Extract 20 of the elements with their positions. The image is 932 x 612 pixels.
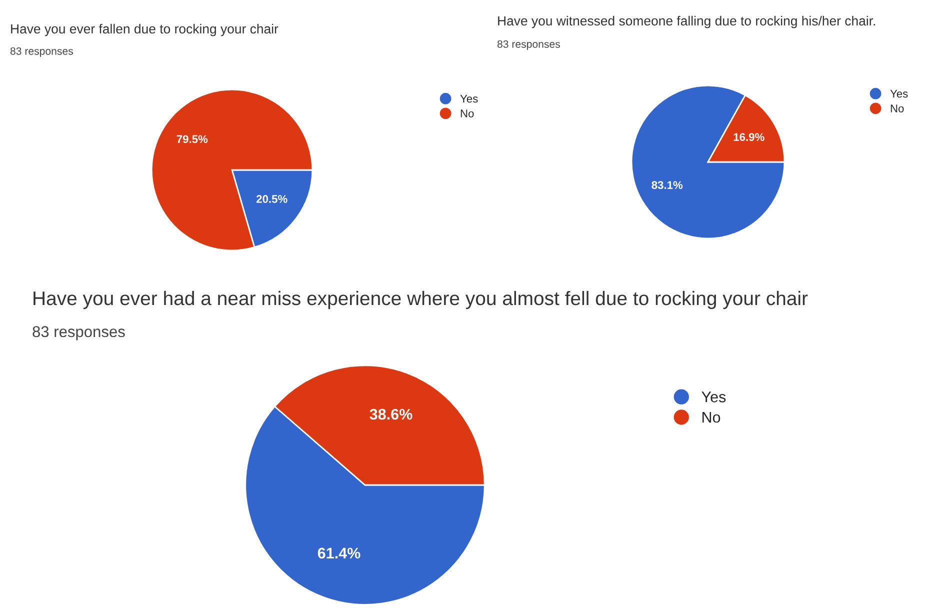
chart-title: Have you ever had a near miss experience where you almost fell due to rocking your chair — [34, 290, 808, 310]
legend-label: Yes — [702, 392, 726, 402]
data-label: 16.9% — [734, 133, 764, 141]
data-label: 61.4% — [318, 548, 360, 559]
legend-label: No — [702, 412, 720, 423]
data-label: 38.6% — [370, 408, 412, 420]
legend-label: No — [460, 110, 474, 118]
data-label: 79.5% — [176, 135, 208, 144]
chart-title: Have you ever fallen due to rocking your chair — [11, 24, 278, 36]
chart-title: Have you witnessed someone falling due to rocking his/her chair. — [498, 16, 875, 28]
data-label: 20.5% — [256, 195, 288, 203]
legend-label: No — [890, 104, 904, 112]
text: 83 responses — [10, 47, 73, 57]
text: 83 responses — [32, 326, 125, 340]
text: 83 responses — [497, 40, 560, 50]
legend-label: Yes — [460, 94, 478, 103]
data-label: 83.1% — [652, 181, 683, 190]
pie-slice — [630, 84, 786, 240]
legend-label: Yes — [890, 90, 908, 98]
pie-slice — [150, 88, 314, 252]
